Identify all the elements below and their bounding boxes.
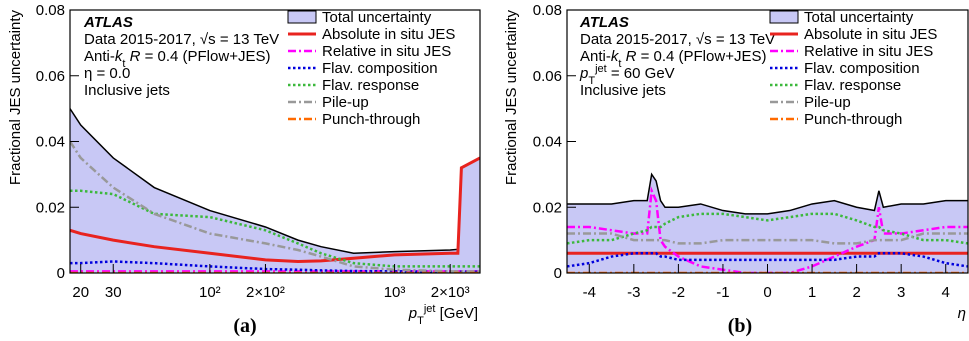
x-tick-label: -3 [627, 284, 640, 301]
x-axis-label-part: η [958, 305, 966, 322]
x-tick-label: 3 [897, 284, 905, 301]
x-tick-label: -2 [672, 284, 685, 301]
x-tick-label: 2×10³ [431, 284, 470, 301]
annotation-part: k [115, 48, 124, 65]
annotation-part: ATLAS [579, 14, 629, 31]
legend-label: Total uncertainty [804, 9, 914, 26]
panel-label: (a) [233, 315, 256, 337]
annotation: Data 2015-2017, √s = 13 TeV [84, 31, 279, 48]
legend-label: Total uncertainty [322, 9, 432, 26]
annotation: Inclusive jets [84, 82, 170, 99]
annotation: Anti-kt R = 0.4 (PFlow+JES) [580, 48, 766, 70]
annotation-part: t [122, 58, 125, 70]
legend-swatch [769, 10, 799, 24]
legend-label: Pile-up [322, 94, 369, 111]
x-axis-label-part: T [417, 315, 424, 327]
x-tick-label: -4 [583, 284, 596, 301]
plot-area [567, 172, 968, 273]
annotation-part: R [125, 48, 140, 65]
x-tick-label: 0 [763, 284, 771, 301]
annotation-part: Anti- [580, 48, 611, 65]
annotation: Data 2015-2017, √s = 13 TeV [580, 31, 775, 48]
y-tick-label: 0.06 [533, 68, 562, 85]
x-tick-label: -1 [716, 284, 729, 301]
series-line [567, 252, 968, 268]
x-axis-label-part: p [408, 305, 417, 322]
series-line [70, 189, 480, 268]
x-axis-label-part: [GeV] [435, 305, 478, 322]
uncertainty-band [567, 174, 968, 273]
x-tick-label: 10³ [384, 284, 406, 301]
legend-label: Relative in situ JES [804, 43, 933, 60]
series-line [567, 232, 968, 245]
y-tick-label: 0.08 [533, 2, 562, 19]
x-tick-label: 2 [852, 284, 860, 301]
series-line [567, 212, 968, 245]
annotation-part: p [579, 65, 588, 82]
y-tick-label: 0.06 [36, 68, 65, 85]
annotation-part: Anti- [84, 48, 115, 65]
series-line [567, 172, 968, 215]
x-tick-label: 2×10² [246, 284, 285, 301]
y-tick-label: 0 [57, 265, 65, 282]
annotation: Inclusive jets [580, 82, 666, 99]
annotation-part: R [621, 48, 636, 65]
y-tick-label: 0 [554, 265, 562, 282]
plot-area [70, 108, 480, 273]
x-tick-label: 1 [808, 284, 816, 301]
annotation-part: = 0.4 (PFlow+JES) [636, 48, 766, 65]
annotation-part: = 60 GeV [607, 65, 675, 82]
annotation-part: = 0.4 (PFlow+JES) [140, 48, 270, 65]
uncertainty-band [70, 108, 480, 273]
legend-label: Punch-through [322, 111, 420, 128]
x-tick-label: 4 [942, 284, 950, 301]
legend-label: Absolute in situ JES [322, 26, 455, 43]
y-tick-label: 0.04 [36, 134, 65, 151]
series-line [70, 140, 480, 273]
y-tick-label: 0.02 [533, 199, 562, 216]
legend-swatch [287, 10, 317, 24]
legend-label: Flav. response [804, 77, 901, 94]
legend-label: Absolute in situ JES [804, 26, 937, 43]
annotation: ATLAS [579, 14, 629, 31]
y-tick-label: 0.04 [533, 134, 562, 151]
y-tick-label: 0.02 [36, 199, 65, 216]
annotation: Anti-kt R = 0.4 (PFlow+JES) [84, 48, 270, 70]
annotation: η = 0.0 [84, 65, 130, 82]
annotation-part: t [618, 58, 621, 70]
x-axis-label: pTjet [GeV] [408, 303, 478, 327]
x-tick-label: 10² [199, 284, 221, 301]
series-line [567, 186, 968, 273]
legend-label: Flav. composition [804, 60, 920, 77]
panel-label: (b) [728, 315, 752, 337]
x-axis-label-part: jet [423, 303, 436, 315]
annotation-part: ATLAS [83, 14, 133, 31]
x-tick-label: 30 [105, 284, 122, 301]
annotation-part: jet [594, 63, 607, 75]
y-tick-label: 0.08 [36, 2, 65, 19]
legend-label: Flav. composition [322, 60, 438, 77]
annotation: pTjet = 60 GeV [579, 63, 675, 87]
series-line [70, 156, 480, 263]
legend-label: Pile-up [804, 94, 851, 111]
annotation: ATLAS [83, 14, 133, 31]
x-tick-label: 20 [72, 284, 89, 301]
y-axis-label: Fractional JES uncertainty [503, 10, 520, 186]
legend-label: Relative in situ JES [322, 43, 451, 60]
y-axis-label: Fractional JES uncertainty [7, 10, 24, 186]
x-axis-label: η [958, 305, 966, 322]
annotation-part: T [588, 75, 595, 87]
legend-label: Punch-through [804, 111, 902, 128]
legend-label: Flav. response [322, 77, 419, 94]
annotation-part: k [611, 48, 620, 65]
